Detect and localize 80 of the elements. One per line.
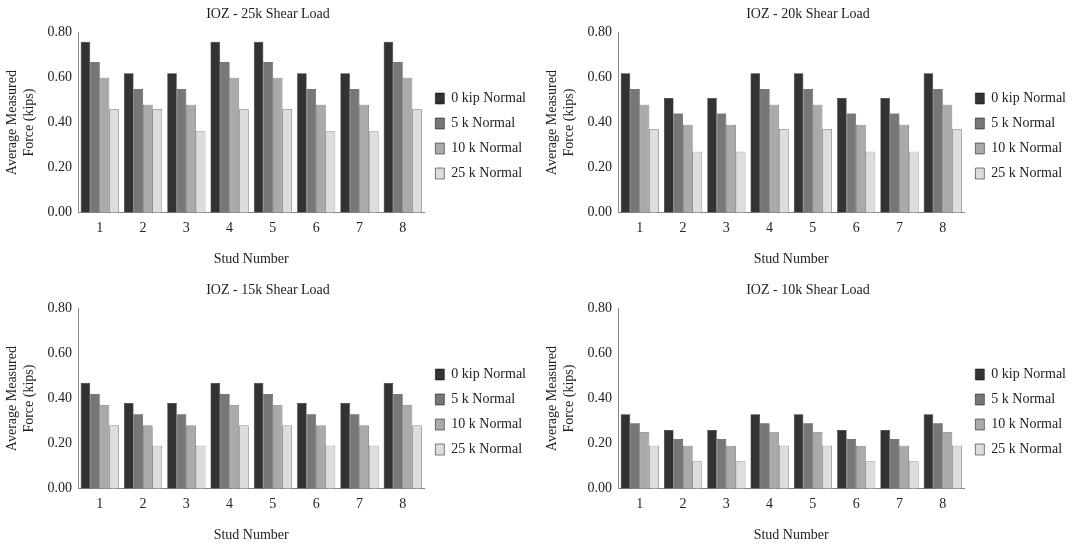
x-tick-label: 3: [722, 496, 730, 512]
y-tick-label: 0.20: [587, 435, 613, 451]
x-tick-label: 8: [399, 496, 407, 512]
x-axis-title: Stud Number: [753, 251, 830, 267]
legend-label: 25 k Normal: [991, 165, 1063, 181]
chart-title: IOZ - 20k Shear Load: [746, 6, 870, 22]
y-tick-label: 0.00: [47, 204, 73, 220]
x-tick-label: 1: [636, 496, 644, 512]
x-tick-label: 1: [636, 220, 644, 236]
legend-label: 0 kip Normal: [991, 366, 1067, 382]
legend-label: 25 k Normal: [451, 165, 523, 181]
y-tick-label: 0.40: [587, 390, 613, 406]
legend-label: 0 kip Normal: [451, 366, 527, 382]
x-axis-title: Stud Number: [213, 527, 290, 543]
x-tick-label: 5: [809, 496, 817, 512]
y-axis-title: Average Measured Force (kips): [544, 346, 577, 452]
y-tick-label: 0.80: [587, 300, 613, 316]
x-tick-label: 6: [312, 220, 320, 236]
legend-label: 5 k Normal: [991, 391, 1056, 407]
y-axis-title: Average Measured Force (kips): [4, 346, 37, 452]
x-tick-label: 7: [355, 220, 363, 236]
x-tick-label: 3: [182, 496, 190, 512]
y-tick-label: 0.60: [47, 69, 73, 85]
chart-title: IOZ - 25k Shear Load: [206, 6, 330, 22]
chart-title: IOZ - 10k Shear Load: [746, 282, 870, 298]
legend-label: 5 k Normal: [451, 115, 516, 131]
x-tick-label: 3: [722, 220, 730, 236]
y-tick-label: 0.80: [47, 24, 73, 40]
y-tick-label: 0.60: [587, 345, 613, 361]
legend-label: 5 k Normal: [451, 391, 516, 407]
legend-label: 5 k Normal: [991, 115, 1056, 131]
y-tick-label: 0.60: [587, 69, 613, 85]
y-tick-label: 0.80: [47, 300, 73, 316]
y-tick-label: 0.00: [587, 204, 613, 220]
x-tick-label: 4: [766, 220, 774, 236]
y-tick-label: 0.60: [47, 345, 73, 361]
x-tick-label: 4: [226, 496, 234, 512]
y-tick-label: 0.00: [587, 480, 613, 496]
x-tick-label: 6: [852, 496, 860, 512]
x-tick-label: 7: [355, 496, 363, 512]
x-tick-label: 6: [312, 496, 320, 512]
x-tick-label: 5: [269, 220, 277, 236]
x-tick-label: 6: [852, 220, 860, 236]
y-axis-title: Average Measured Force (kips): [4, 70, 37, 176]
y-tick-label: 0.40: [587, 114, 613, 130]
legend-label: 0 kip Normal: [991, 90, 1067, 106]
x-tick-label: 7: [895, 496, 903, 512]
y-tick-label: 0.20: [47, 159, 73, 175]
y-axis-title: Average Measured Force (kips): [544, 70, 577, 176]
y-tick-label: 0.40: [47, 114, 73, 130]
x-tick-label: 4: [766, 496, 774, 512]
x-tick-label: 5: [809, 220, 817, 236]
legend-label: 10 k Normal: [991, 140, 1063, 156]
x-tick-label: 8: [939, 496, 947, 512]
x-tick-label: 2: [679, 496, 687, 512]
x-tick-label: 7: [895, 220, 903, 236]
legend-label: 10 k Normal: [451, 416, 523, 432]
legend-label: 25 k Normal: [991, 441, 1063, 457]
x-tick-label: 8: [399, 220, 407, 236]
y-tick-label: 0.20: [47, 435, 73, 451]
legend-label: 0 kip Normal: [451, 90, 527, 106]
x-tick-label: 2: [139, 220, 147, 236]
x-tick-label: 3: [182, 220, 190, 236]
x-tick-label: 2: [679, 220, 687, 236]
x-tick-label: 1: [96, 220, 104, 236]
x-tick-label: 2: [139, 496, 147, 512]
x-tick-label: 1: [96, 496, 104, 512]
x-tick-label: 5: [269, 496, 277, 512]
y-tick-label: 0.20: [587, 159, 613, 175]
y-tick-label: 0.80: [587, 24, 613, 40]
x-axis-title: Stud Number: [213, 251, 290, 267]
x-axis-title: Stud Number: [753, 527, 830, 543]
x-tick-label: 8: [939, 220, 947, 236]
legend-label: 10 k Normal: [451, 140, 523, 156]
chart-title: IOZ - 15k Shear Load: [206, 282, 330, 298]
legend-label: 10 k Normal: [991, 416, 1063, 432]
y-tick-label: 0.00: [47, 480, 73, 496]
x-tick-label: 4: [226, 220, 234, 236]
y-tick-label: 0.40: [47, 390, 73, 406]
legend-label: 25 k Normal: [451, 441, 523, 457]
